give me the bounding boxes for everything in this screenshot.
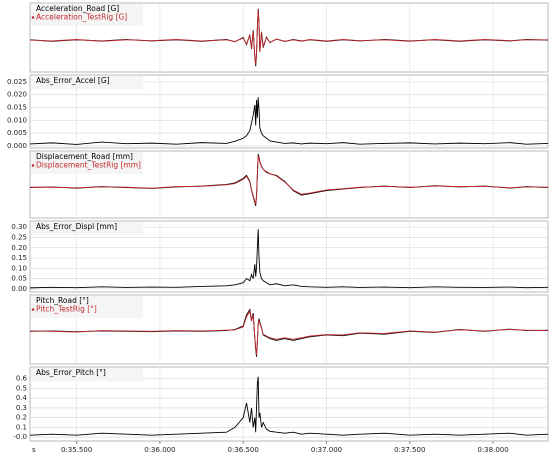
legend-marker [31, 164, 35, 167]
legend: Pitch_Road [°]Pitch_TestRig [°] [31, 296, 143, 318]
x-tick-label: 0:36.000 [144, 446, 175, 454]
y-tick-label: 0.20 [11, 244, 27, 252]
y-tick-label: 0.010 [7, 116, 27, 124]
x-tick-label: 0:38.000 [477, 446, 508, 454]
x-tick-label: 0:37.500 [394, 446, 425, 454]
legend-box [31, 76, 143, 90]
y-tick-label: 0.05 [11, 275, 27, 283]
legend-entry: Abs_Error_Accel [G] [36, 76, 110, 85]
legend-box [31, 222, 143, 236]
legend-entry: Pitch_TestRig [°] [36, 305, 97, 314]
legend-entry: Pitch_Road [°] [36, 296, 89, 305]
legend-box [31, 152, 143, 174]
y-tick-label: 0.15 [11, 254, 27, 262]
series-line [29, 10, 548, 65]
y-tick-label: 0.005 [7, 129, 27, 137]
legend-box [31, 4, 143, 26]
series-line [29, 376, 549, 436]
series-line [30, 155, 549, 205]
legend: Acceleration_Road [G]Acceleration_TestRi… [31, 4, 143, 26]
legend-entry: Displacement_TestRig [mm] [36, 161, 141, 170]
y-tick-label: 0.00 [11, 285, 27, 293]
legend-box [31, 296, 143, 318]
legend-entry: Abs_Error_Displ [mm] [36, 222, 117, 231]
y-tick-label: 0.10 [11, 264, 27, 272]
y-tick-label: 0.025 [7, 78, 27, 86]
legend-box [31, 368, 143, 382]
y-tick-label: 0.1 [16, 423, 27, 431]
y-tick-label: 0.000 [7, 142, 27, 150]
y-tick-label: 0.30 [11, 223, 27, 231]
x-tick-label: 0:35.500 [61, 446, 92, 454]
y-tick-label: 0.4 [16, 394, 28, 402]
legend-marker [31, 308, 35, 311]
series-line [29, 229, 549, 289]
y-tick-label: 0.3 [16, 404, 27, 412]
x-tick-label: 0:36.500 [228, 446, 259, 454]
y-tick-label: 0.5 [16, 384, 27, 392]
legend-marker [31, 16, 35, 19]
legend: Displacement_Road [mm]Displacement_TestR… [31, 152, 143, 174]
legend-entry: Acceleration_Road [G] [36, 4, 119, 13]
legend: Abs_Error_Accel [G] [31, 76, 143, 90]
legend-entry: Acceleration_TestRig [G] [36, 13, 127, 22]
y-tick-label: 0.6 [16, 375, 28, 383]
y-tick-label: 0.2 [16, 414, 27, 422]
y-tick-label: 0.25 [11, 233, 27, 241]
x-tick-label: 0:37.000 [311, 446, 342, 454]
series-line [29, 97, 549, 145]
legend-entry: Displacement_Road [mm] [36, 152, 133, 161]
x-axis-label: s [32, 446, 36, 454]
y-tick-label: 0.015 [7, 104, 27, 112]
y-tick-label: -0.0 [13, 433, 27, 441]
legend: Abs_Error_Displ [mm] [31, 222, 143, 236]
series-line [29, 310, 549, 355]
y-tick-label: 0.020 [7, 91, 27, 99]
legend-entry: Abs_Error_Pitch [°] [36, 368, 106, 377]
legend: Abs_Error_Pitch [°] [31, 368, 143, 382]
